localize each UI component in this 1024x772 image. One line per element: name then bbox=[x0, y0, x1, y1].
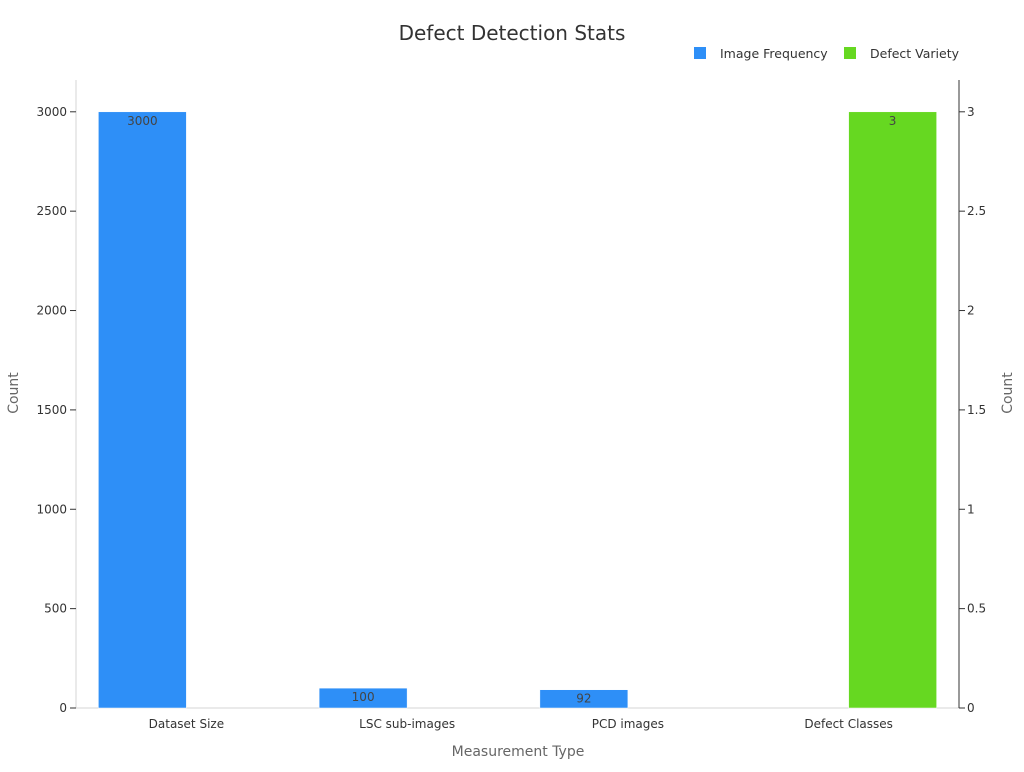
y2-tick-label: 1.5 bbox=[967, 403, 986, 417]
y2-tick-label: 2 bbox=[967, 304, 975, 318]
legend-swatch bbox=[694, 47, 706, 59]
bar bbox=[318, 687, 408, 709]
bars bbox=[98, 111, 937, 709]
legend: Image Frequency Defect Variety bbox=[694, 46, 960, 61]
bar-labels: 3000 100 92 3 bbox=[127, 114, 896, 706]
bar bbox=[98, 111, 187, 709]
x-tick-label: PCD images bbox=[592, 717, 664, 731]
y-tick-label: 500 bbox=[44, 602, 67, 616]
y-tick-label: 1000 bbox=[36, 502, 67, 516]
y-tick-label: 2000 bbox=[36, 304, 67, 318]
y-tick-label: 3000 bbox=[36, 105, 67, 119]
legend-label: Defect Variety bbox=[870, 46, 960, 61]
y2-tick-label: 3 bbox=[967, 105, 975, 119]
bar bbox=[539, 689, 629, 709]
bar-data-label: 3 bbox=[889, 114, 897, 128]
x-tick-label: Dataset Size bbox=[149, 717, 224, 731]
y-tick-label: 1500 bbox=[36, 403, 67, 417]
y2-tick-label: 1 bbox=[967, 502, 975, 516]
legend-swatch bbox=[844, 47, 856, 59]
x-axis-title: Measurement Type bbox=[452, 744, 585, 760]
axes: 0 500 1000 1500 2000 2500 3000 0 0.5 1 1.5 2 2.5 3 Dat… bbox=[36, 80, 986, 731]
bar-data-label: 3000 bbox=[127, 114, 158, 128]
y2-tick-label: 0 bbox=[967, 701, 975, 715]
y2-tick-label: 2.5 bbox=[967, 204, 986, 218]
x-tick-label: LSC sub-images bbox=[359, 717, 455, 731]
chart-title: Defect Detection Stats bbox=[399, 21, 626, 45]
y-tick-label: 0 bbox=[59, 701, 67, 715]
bar-data-label: 100 bbox=[352, 690, 375, 704]
y-axis-title: Count bbox=[6, 372, 22, 414]
legend-label: Image Frequency bbox=[720, 46, 828, 61]
bar bbox=[848, 111, 937, 709]
bar-data-label: 92 bbox=[576, 692, 591, 706]
x-tick-label: Defect Classes bbox=[804, 717, 893, 731]
y-tick-label: 2500 bbox=[36, 204, 67, 218]
y2-tick-label: 0.5 bbox=[967, 602, 986, 616]
y2-axis-title: Count bbox=[1000, 372, 1016, 414]
